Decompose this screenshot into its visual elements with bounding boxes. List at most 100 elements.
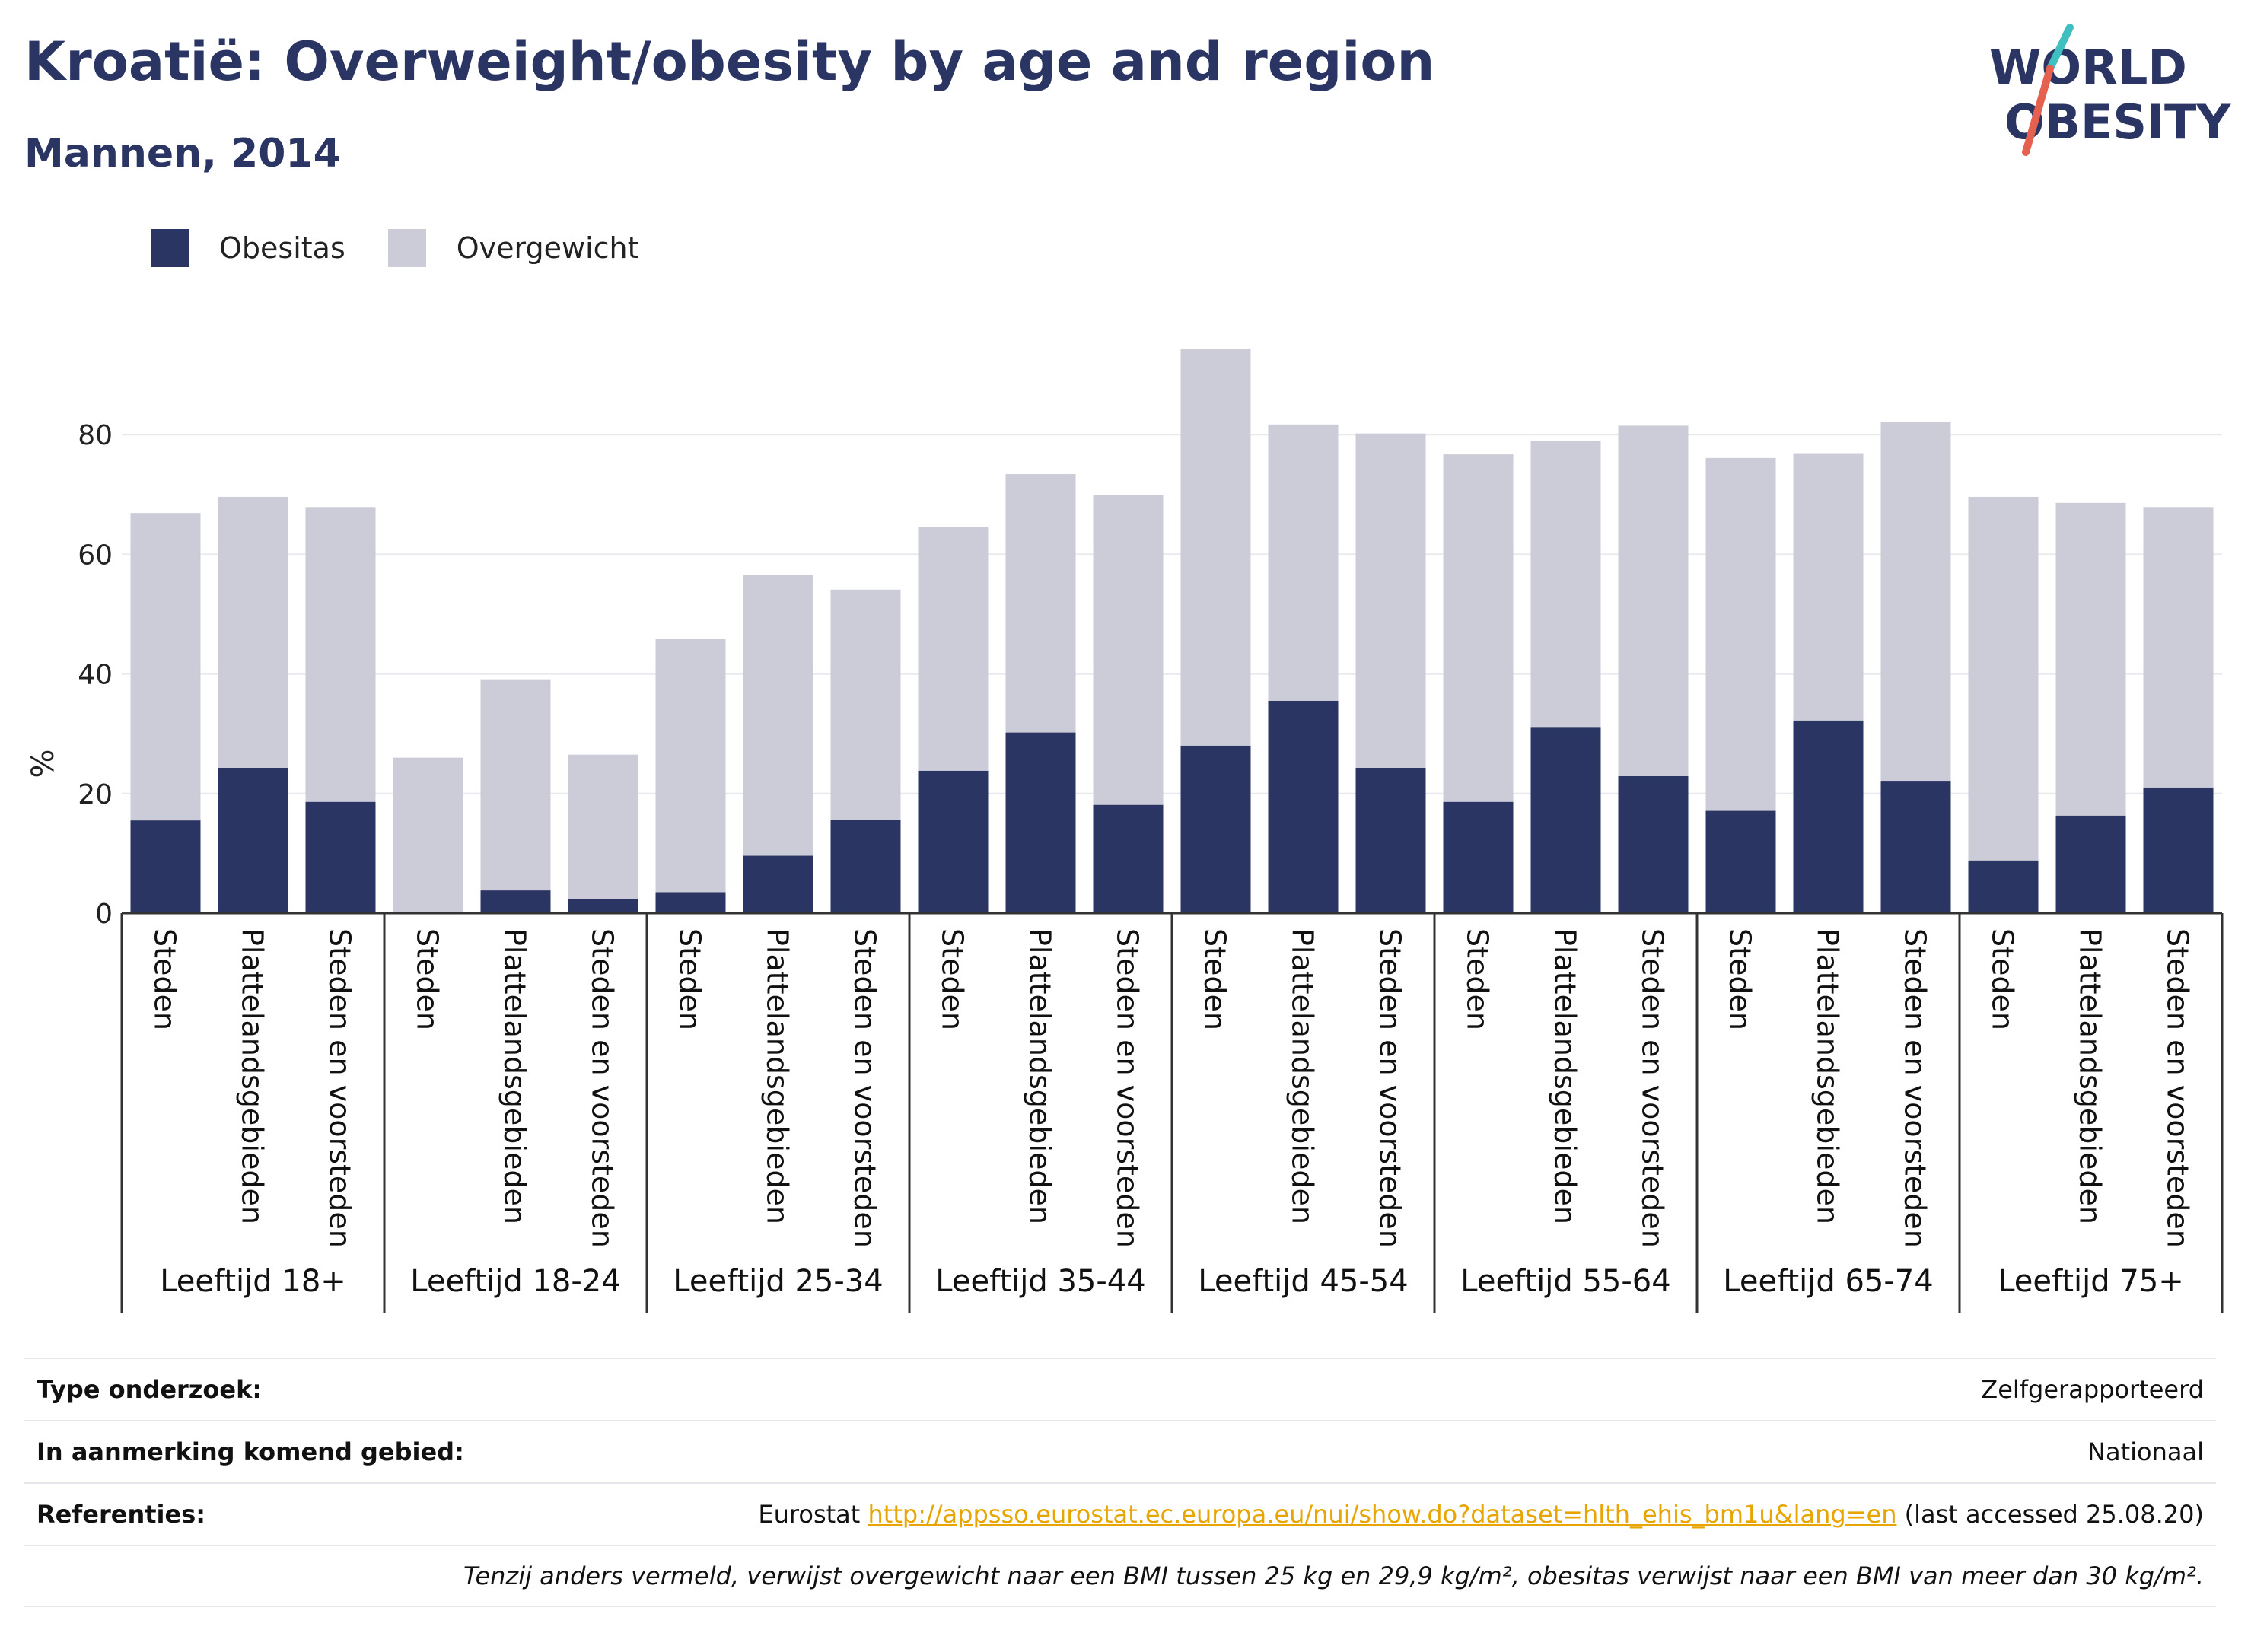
bar-obesitas [918,770,989,913]
category-label: Steden en voorsteden [1374,928,1407,1248]
bar-obesitas [2143,787,2214,913]
ref-value: Eurostat http://appsso.eurostat.ec.europ… [758,1500,2204,1529]
legend-swatch-overgewicht [387,229,426,267]
bar-overgewicht [655,639,726,893]
category-label: Plattelandsgebieden [498,928,532,1224]
info-row-type: Type onderzoek: Zelfgerapporteerd [24,1358,2216,1420]
group-label: Leeftijd 75+ [1998,1264,2184,1299]
bar-obesitas [1443,801,1514,913]
bar-obesitas [218,768,288,913]
bar-obesitas [1268,700,1339,913]
y-tick-label: 80 [78,420,113,451]
bar-obesitas [1530,727,1601,913]
ref-label: Referenties: [37,1500,206,1529]
info-row-area: In aanmerking komend gebied: Nationaal [24,1420,2216,1482]
bar-overgewicht [1968,496,2039,861]
bar-overgewicht [918,527,989,771]
category-label: Steden en voorsteden [849,928,882,1248]
group-label: Leeftijd 65-74 [1723,1264,1933,1299]
logo-slash-red [2022,65,2054,156]
bar-overgewicht [1180,349,1251,746]
bar-obesitas [1618,776,1689,913]
group-label: Leeftijd 18+ [160,1264,346,1299]
group-label: Leeftijd 25-34 [673,1264,883,1299]
category-label: Steden en voorsteden [586,928,619,1248]
y-axis-label: % [26,749,61,778]
bar-overgewicht [2055,502,2126,816]
chart-subtitle: Mannen, 2014 [24,131,341,177]
category-label: Steden [148,928,182,1030]
bar-obesitas [1880,781,1951,913]
logo-line1: WORLD [1989,40,2187,95]
stacked-bar-chart: 0 20 40 60 80% Steden Plattelandsgebieden Stede… [26,349,2224,1313]
bar-obesitas [130,820,201,913]
bar-overgewicht [1530,441,1601,728]
bar-obesitas [830,820,901,913]
bar-overgewicht [1880,422,1951,782]
category-label: Plattelandsgebieden [236,928,269,1224]
bar-overgewicht [218,496,288,769]
bar-overgewicht [130,513,201,821]
bar-overgewicht [480,679,551,891]
world-obesity-logo: WORLD OBESITY [1989,24,2231,156]
bar-obesitas [568,899,638,913]
category-label: Steden en voorsteden [2161,928,2195,1248]
bar-overgewicht [1443,454,1514,802]
bar-overgewicht [1793,453,1864,721]
bar-overgewicht [1268,424,1339,701]
category-label: Steden en voorsteden [1899,928,1932,1248]
bar-overgewicht [568,754,638,899]
y-tick-label: 20 [78,779,113,810]
legend: Obesitas Overgewicht [151,225,682,271]
bar-obesitas [743,855,813,913]
bar-obesitas [1005,732,1076,913]
bar-obesitas [655,892,726,913]
bar-overgewicht [743,575,813,856]
legend-label-obesitas: Obesitas [219,231,345,265]
legend-swatch-obesitas [151,229,189,267]
bar-obesitas [1355,768,1426,913]
legend-item-overgewicht[interactable]: Overgewicht [387,229,639,267]
type-value: Zelfgerapporteerd [1981,1375,2204,1404]
ref-link[interactable]: http://appsso.eurostat.ec.europa.eu/nui/… [868,1500,1897,1529]
category-label: Steden [1724,928,1757,1030]
category-label: Plattelandsgebieden [1549,928,1582,1224]
category-label: Steden en voorsteden [323,928,357,1248]
ref-prefix: Eurostat [758,1500,861,1529]
category-label: Plattelandsgebieden [1811,928,1845,1224]
legend-label-overgewicht: Overgewicht [456,231,639,265]
bar-overgewicht [1355,433,1426,769]
category-label: Plattelandsgebieden [1024,928,1057,1224]
bar-overgewicht [1093,495,1164,805]
area-value: Nationaal [2087,1437,2204,1466]
y-tick-label: 0 [95,899,113,930]
bar-obesitas [1968,860,2039,913]
group-label: Leeftijd 45-54 [1198,1264,1408,1299]
bmi-note: Tenzij anders vermeld, verwijst overgewi… [463,1561,2204,1590]
chart-title: Kroatië: Overweight/obesity by age and r… [24,30,1435,93]
category-label: Steden [936,928,969,1030]
bar-overgewicht [305,507,376,802]
bar-obesitas [1093,804,1164,913]
bar-overgewicht [1705,457,1776,811]
group-label: Leeftijd 18-24 [410,1264,620,1299]
type-label: Type onderzoek: [37,1375,263,1404]
bar-obesitas [1180,745,1251,913]
bar-obesitas [305,801,376,913]
bar-overgewicht [1005,474,1076,733]
info-row-references: Referenties: Eurostat http://appsso.euro… [24,1482,2216,1545]
group-label: Leeftijd 55-64 [1460,1264,1670,1299]
category-label: Steden [1199,928,1232,1030]
category-label: Steden [673,928,707,1030]
bar-obesitas [1793,720,1864,913]
legend-item-obesitas[interactable]: Obesitas [151,229,345,267]
group-label: Leeftijd 35-44 [935,1264,1145,1299]
category-label: Plattelandsgebieden [1286,928,1320,1224]
y-tick-label: 40 [78,660,113,691]
bar-obesitas [2055,815,2126,913]
bar-obesitas [1705,810,1776,913]
bar-overgewicht [1618,425,1689,777]
category-label: Plattelandsgebieden [2074,928,2107,1224]
category-label: Steden [411,928,444,1030]
y-tick-label: 60 [78,540,113,571]
